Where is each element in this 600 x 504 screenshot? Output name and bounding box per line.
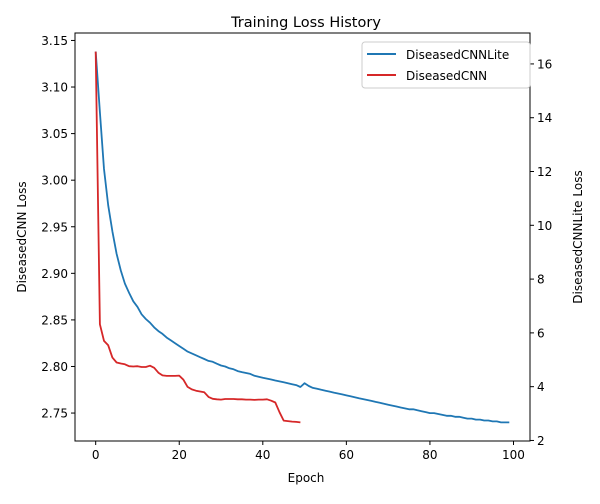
legend-label-diseasedcnnlite: DiseasedCNNLite: [406, 48, 509, 62]
chart-title: Training Loss History: [230, 15, 381, 31]
x-tick-label: 20: [172, 448, 187, 462]
x-tick-label: 0: [92, 448, 100, 462]
x-axis-ticks: 0 20 40 60 80 100: [92, 441, 525, 462]
right-y-tick-label: 2: [537, 434, 545, 448]
left-y-tick-label: 3.10: [41, 81, 68, 95]
right-y-axis-label: DiseasedCNNLite Loss: [571, 170, 585, 303]
left-y-tick-label: 3.00: [41, 174, 68, 188]
left-y-tick-label: 2.85: [41, 313, 68, 327]
series-line-diseasedcnnlite: [94, 51, 510, 424]
right-y-axis-ticks: 2 4 6 8 10 12 14 16: [530, 57, 552, 448]
right-y-tick-label: 14: [537, 111, 552, 125]
legend-box: [361, 41, 531, 89]
right-y-tick-label: 6: [537, 326, 545, 340]
left-y-axis-label: DiseasedCNN Loss: [15, 181, 29, 292]
left-y-tick-label: 2.95: [41, 220, 68, 234]
left-y-tick-label: 3.15: [41, 34, 68, 48]
x-tick-label: 100: [502, 448, 525, 462]
left-y-tick-label: 3.05: [41, 127, 68, 141]
x-tick-label: 80: [422, 448, 437, 462]
left-y-tick-label: 2.90: [41, 267, 68, 281]
right-y-tick-label: 12: [537, 165, 552, 179]
right-y-tick-label: 8: [537, 273, 545, 287]
x-tick-label: 40: [255, 448, 270, 462]
series-lines: [94, 51, 510, 424]
left-y-axis-ticks: 2.75 2.80 2.85 2.90 2.95 3.00 3.05 3.10 3.15: [41, 34, 75, 421]
legend: DiseasedCNNLite DiseasedCNN: [361, 41, 531, 89]
x-tick-label: 60: [339, 448, 354, 462]
legend-label-diseasedcnn: DiseasedCNN: [406, 69, 487, 83]
left-y-tick-label: 2.80: [41, 360, 68, 374]
right-y-tick-label: 16: [537, 57, 552, 71]
series-line-diseasedcnn: [94, 51, 301, 424]
plot-frame: [74, 32, 531, 442]
right-y-tick-label: 10: [537, 219, 552, 233]
x-axis-label: Epoch: [288, 471, 325, 485]
left-y-tick-label: 2.75: [41, 407, 68, 421]
right-y-tick-label: 4: [537, 380, 545, 394]
